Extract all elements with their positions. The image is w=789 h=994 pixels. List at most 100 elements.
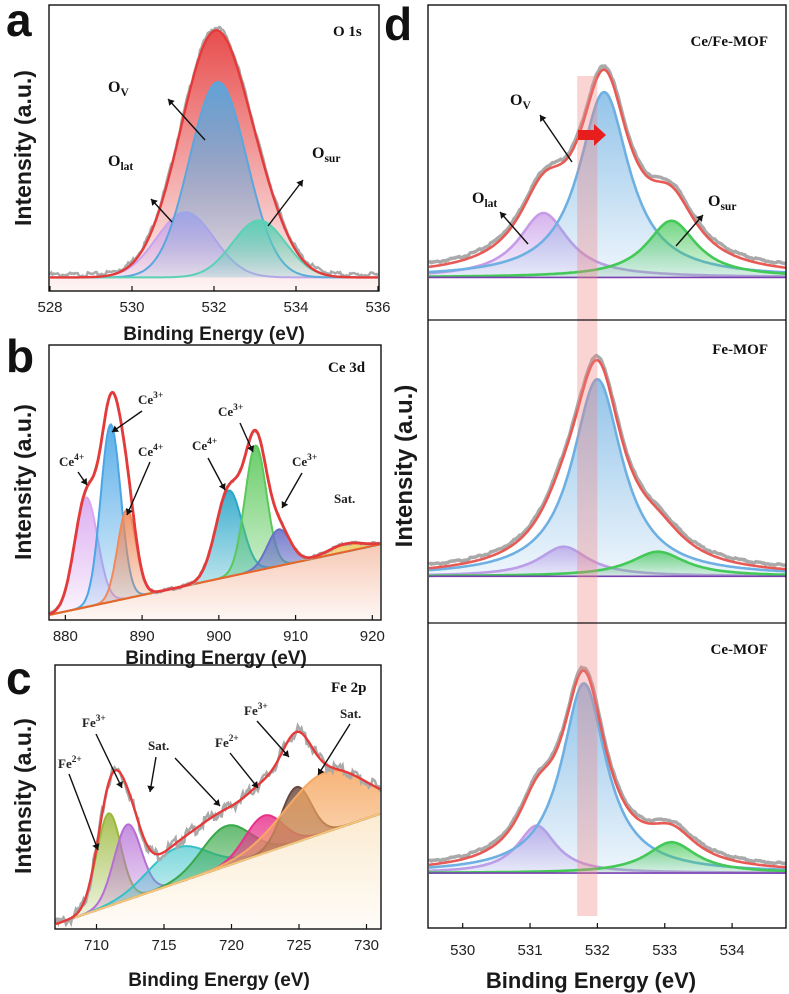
panel-d-2-peak-1-fill: [429, 683, 786, 873]
panel-b-xlabel: Binding Energy (eV): [125, 648, 307, 669]
panel-d-2-peak-2-fill: [429, 842, 786, 873]
arrowhead-icon: [80, 478, 87, 485]
label-ce3-1: Ce3+: [138, 391, 163, 407]
panel-b-tick-label: 890: [130, 628, 155, 645]
fe2-1-pointer: [68, 773, 99, 851]
label-o-sur: Osur: [312, 145, 340, 165]
panel-d-title-cefe: Ce/Fe-MOF: [691, 34, 768, 50]
panel-d-1-peak-2-fill: [429, 551, 786, 577]
panel-d-2-envelope-line: [428, 669, 787, 869]
ce4-3-pointer: [207, 457, 226, 491]
shift-arrow-icon: [578, 124, 606, 146]
fe2-2-pointer: [229, 752, 259, 789]
panel-a-peak-1-fill: [50, 82, 378, 278]
panel-d-tick-label: 532: [585, 942, 610, 959]
panel-a-tick-label: 534: [283, 299, 308, 316]
panel-c-tick-label: 720: [219, 937, 244, 954]
arrowhead-icon: [540, 115, 547, 122]
panel-a-tick-label: 532: [201, 299, 226, 316]
panel-b-peak-2-fill: [50, 509, 380, 615]
panel-d-0-peak-2-fill: [429, 220, 786, 278]
label-fe3-1: Fe3+: [82, 714, 106, 730]
panel-b-frame: [48, 344, 382, 621]
panel-d-tick-label: 533: [652, 942, 677, 959]
panel-d-highlight-band: [577, 76, 598, 916]
panel-c-background-fill: [56, 813, 380, 929]
panel-b-title: Ce 3d: [328, 360, 366, 376]
panel-a-tick-label: 528: [37, 299, 62, 316]
panel-d-tick-label: 534: [720, 942, 745, 959]
panel-d-0-envelope-line: [428, 68, 787, 269]
panel-d-tick-label: 531: [518, 942, 543, 959]
label-o-lat: Olat: [108, 153, 133, 173]
panel-d-subplot-2: [427, 665, 787, 874]
panel-a-title: O 1s: [333, 24, 362, 40]
panel-a-letter: a: [6, 0, 32, 46]
panel-b-peak-1-fill: [50, 424, 380, 615]
panel-b-tick-label: 920: [360, 628, 385, 645]
sat-c2-pointer: [317, 723, 351, 776]
label-sat-b: Sat.: [334, 491, 355, 506]
panel-c-letter: c: [6, 652, 32, 704]
panel-a-ylabel: Intensity (a.u.): [10, 70, 36, 226]
panel-d-o1s-comparison: Ce/Fe-MOF Fe-MOF Ce-MOF 530 531 532 533 534 …: [391, 4, 787, 993]
arrowhead-icon: [318, 768, 325, 775]
panel-d-1-peak-1-line: [428, 377, 786, 573]
label-d-o-sur: Osur: [708, 193, 736, 213]
panel-b-tick-label: 910: [283, 628, 308, 645]
label-ce3-2: Ce3+: [218, 403, 243, 419]
panel-c-frame: [54, 664, 382, 930]
panel-c-background-line: [55, 812, 381, 925]
panel-c-peak-6-fill: [56, 770, 380, 924]
label-fe2-2: Fe2+: [215, 734, 239, 750]
panel-d-1-peak-1-fill: [429, 379, 786, 577]
panel-d-xlabel: Binding Energy (eV): [486, 968, 696, 993]
arrowhead-icon: [218, 483, 226, 490]
panel-c-peak-1-fill: [56, 813, 380, 924]
panel-c-envelope-line: [55, 730, 381, 926]
ce3-1-pointer: [111, 410, 143, 433]
arrowhead-icon: [125, 508, 133, 515]
panel-c-fe2p: Fe 2p 710 715 720 725 730 Binding Energy (eV…: [10, 664, 382, 991]
panel-c-ylabel: Intensity (a.u.): [10, 718, 36, 874]
panel-a-tick-label: 530: [119, 299, 144, 316]
arrowhead-icon: [213, 799, 220, 806]
arrowhead-icon: [151, 199, 158, 206]
d-o-v-pointer: [539, 114, 573, 163]
panel-d-title-fe: Fe-MOF: [712, 342, 768, 358]
panel-b-ylabel: Intensity (a.u.): [10, 404, 36, 560]
label-fe3-2: Fe3+: [244, 702, 268, 718]
arrowhead-icon: [112, 425, 119, 432]
arrowhead-icon: [281, 501, 289, 508]
panel-a-o1s: O 1s 528 530 532 534 536 Binding Energy (eV)…: [10, 4, 391, 345]
panel-d-subplot-0: [427, 63, 787, 279]
fe3-2-pointer: [256, 720, 290, 758]
o-v-pointer: [167, 98, 206, 141]
panel-d-letter: d: [384, 0, 412, 50]
panel-a-xlabel: Binding Energy (eV): [123, 324, 305, 345]
panel-a-peak-2-fill: [50, 220, 378, 278]
panel-d-0-raw-data: [427, 63, 787, 266]
panel-d-1-peak-2-line: [429, 550, 786, 578]
panel-b-tick-label: 880: [53, 628, 78, 645]
arrowhead-icon: [500, 212, 507, 219]
panel-c-tick-label: 730: [354, 937, 379, 954]
label-fe2-1: Fe2+: [58, 755, 82, 771]
panel-b-letter: b: [6, 330, 34, 382]
o-sur-pointer: [267, 179, 304, 227]
panel-d-0-peak-2-line: [429, 219, 787, 278]
panel-d-ylabel: Intensity (a.u.): [391, 385, 418, 548]
arrowhead-icon: [247, 445, 254, 452]
arrowhead-icon: [282, 750, 289, 757]
arrowhead-icon: [251, 781, 258, 788]
panel-d-frame: [427, 4, 787, 929]
arrowhead-icon: [116, 781, 123, 788]
arrowhead-icon: [696, 215, 703, 222]
arrowhead-icon: [296, 180, 303, 187]
label-ce3-3: Ce3+: [292, 453, 317, 469]
sat-c1b-pointer: [174, 757, 221, 807]
d-o-sur-pointer: [675, 214, 704, 247]
ce4-2-pointer: [126, 461, 151, 516]
label-d-o-lat: Olat: [472, 190, 497, 210]
panel-b-peak-6-fill: [50, 543, 380, 615]
